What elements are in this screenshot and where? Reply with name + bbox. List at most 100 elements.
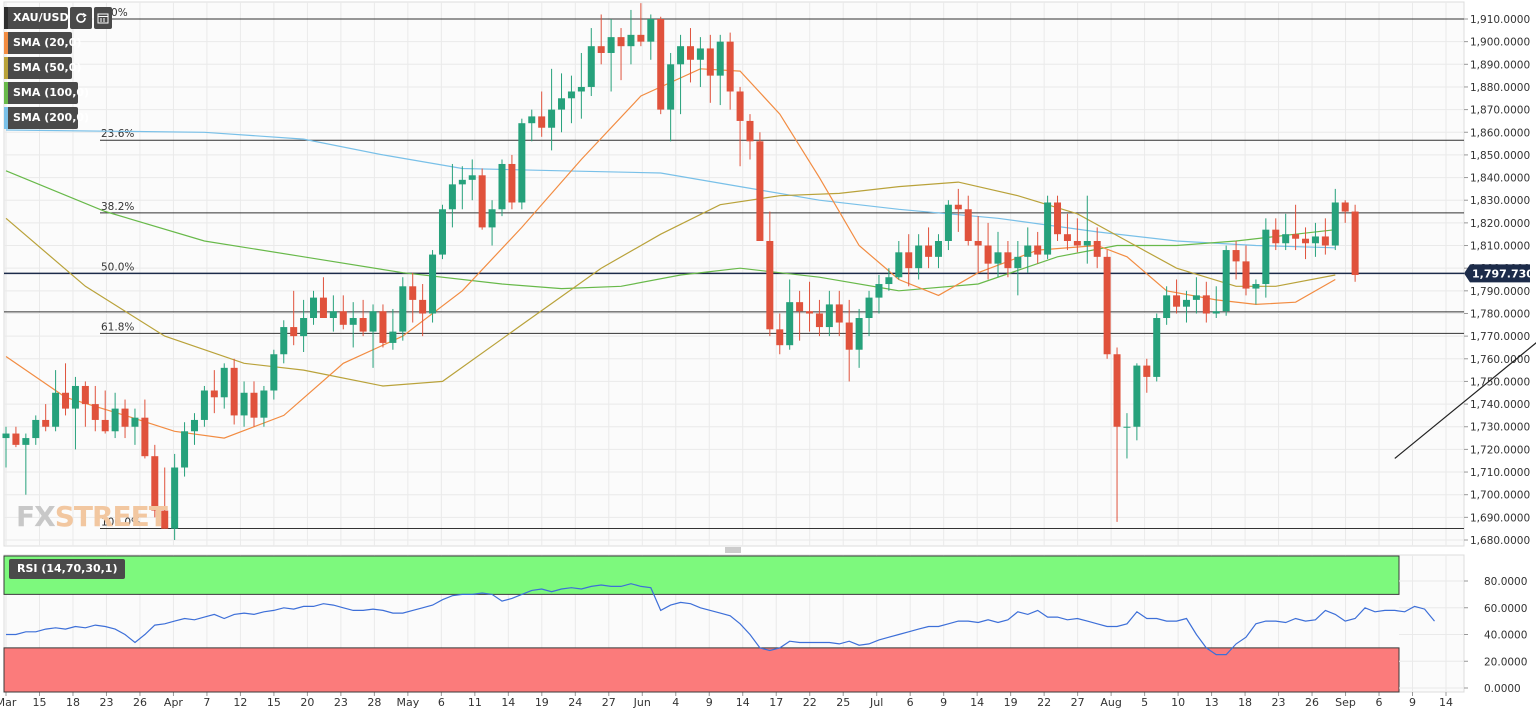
indicator-color-swatch <box>4 82 8 104</box>
y-tick-label: 1,730.0000 <box>1470 422 1530 434</box>
bull-candle <box>220 367 228 398</box>
bear-candle <box>766 240 774 330</box>
bear-candle <box>359 318 367 332</box>
rsi-line <box>6 583 1435 656</box>
x-tick-label: 7 <box>203 696 210 709</box>
x-tick-label: 27 <box>602 696 616 709</box>
x-tick-label: Mar <box>0 696 17 709</box>
y-tick-label: 1,890.0000 <box>1470 59 1530 71</box>
indicator-label: SMA (200,0) <box>13 111 90 124</box>
y-tick-label: 1,910.0000 <box>1470 14 1530 26</box>
bull-candle <box>111 408 119 432</box>
bull-candle <box>1123 426 1131 428</box>
bear-candle <box>1113 354 1121 427</box>
bull-candle <box>587 46 595 87</box>
bear-candle <box>845 322 853 350</box>
bull-candle <box>667 64 675 110</box>
x-tick-label: 27 <box>1071 696 1085 709</box>
rsi-indicator-label[interactable]: RSI (14,70,30,1) <box>9 559 126 579</box>
x-tick-label: Jun <box>633 696 651 709</box>
bull-candle <box>558 98 566 110</box>
bear-candle <box>230 367 238 416</box>
x-tick-label: Sep <box>1335 696 1356 709</box>
y-tick-label: 1,760.0000 <box>1470 354 1530 366</box>
current-price-tag <box>1464 264 1530 283</box>
bear-candle <box>726 41 734 92</box>
y-tick-label: 1,740.0000 <box>1470 399 1530 411</box>
indicator-button-sma-50-0-[interactable]: SMA (50,0) <box>4 57 81 79</box>
indicator-button-sma-100-0-[interactable]: SMA (100,0) <box>4 82 89 104</box>
x-tick-label: 6 <box>907 696 914 709</box>
bull-candle <box>1331 202 1339 246</box>
rsi-y-tick-label: 0.0000 <box>1484 683 1521 695</box>
bear-candle <box>1272 229 1280 244</box>
bull-candle <box>944 204 952 241</box>
x-tick-label: 13 <box>1205 696 1219 709</box>
x-tick-label: 20 <box>300 696 314 709</box>
bull-candle <box>399 286 407 332</box>
bull-candle <box>865 297 873 319</box>
bull-candle <box>1044 202 1052 255</box>
rsi-oversold-zone <box>3 647 1400 693</box>
x-tick-label: 17 <box>769 696 783 709</box>
bull-candle <box>1282 234 1290 244</box>
bull-candle <box>1252 284 1260 289</box>
indicator-label: SMA (100,0) <box>13 86 90 99</box>
fib-level-label: 38.2% <box>101 201 134 213</box>
x-tick-label: 15 <box>32 696 46 709</box>
bear-candle <box>617 37 625 47</box>
symbol-button[interactable]: XAU/USD <box>4 7 69 29</box>
bull-candle <box>825 304 833 328</box>
bear-candle <box>161 510 169 529</box>
x-tick-label: 26 <box>133 696 147 709</box>
bear-candle <box>706 48 714 76</box>
x-tick-label: 15 <box>267 696 281 709</box>
indicator-button-sma-200-0-[interactable]: SMA (200,0) <box>4 107 89 129</box>
bear-candle <box>419 299 427 314</box>
bull-candle <box>1222 250 1230 312</box>
x-tick-label: 6 <box>438 696 445 709</box>
bull-candle <box>1083 240 1091 246</box>
bear-candle <box>954 204 962 210</box>
y-tick-label: 1,680.0000 <box>1470 535 1530 547</box>
y-tick-label: 1,900.0000 <box>1470 37 1530 49</box>
trendline <box>1394 342 1536 459</box>
bear-candle <box>1232 250 1240 262</box>
bear-candle <box>1351 211 1359 275</box>
bear-candle <box>796 302 804 312</box>
sma200-line <box>5 129 1336 249</box>
bull-candle <box>52 392 60 427</box>
x-tick-label: 19 <box>535 696 549 709</box>
y-tick-label: 1,810.0000 <box>1470 241 1530 253</box>
bull-candle <box>1192 295 1200 300</box>
bull-candle <box>1212 311 1220 314</box>
candles-group <box>2 3 1359 540</box>
x-tick-label: 6 <box>1376 696 1383 709</box>
bear-candle <box>686 46 694 60</box>
bear-candle <box>1093 240 1101 257</box>
x-tick-label: 18 <box>66 696 80 709</box>
bull-candle <box>468 175 476 180</box>
bull-candle <box>885 277 893 285</box>
rsi-y-tick-label: 60.0000 <box>1484 603 1527 615</box>
bear-candle <box>1202 295 1210 314</box>
bull-candle <box>1014 256 1022 269</box>
bull-candle <box>548 109 556 128</box>
indicator-button-sma-20-0-[interactable]: SMA (20,0) <box>4 32 81 54</box>
refresh-button[interactable] <box>70 7 92 29</box>
indicator-color-swatch <box>4 57 8 79</box>
bear-candle <box>290 327 298 337</box>
fib-level-label: 23.6% <box>101 128 134 140</box>
calendar-button[interactable] <box>94 7 112 29</box>
bull-candle <box>677 46 685 65</box>
bull-candle <box>429 254 437 314</box>
bull-candle <box>627 34 635 47</box>
indicator-color-swatch <box>4 107 8 129</box>
fib-level-label: 100.0% <box>101 516 141 528</box>
bull-candle <box>280 327 288 355</box>
bear-candle <box>151 456 159 511</box>
rsi-overbought-zone <box>3 555 1400 595</box>
x-tick-label: 4 <box>672 696 679 709</box>
x-tick-label: 12 <box>233 696 247 709</box>
